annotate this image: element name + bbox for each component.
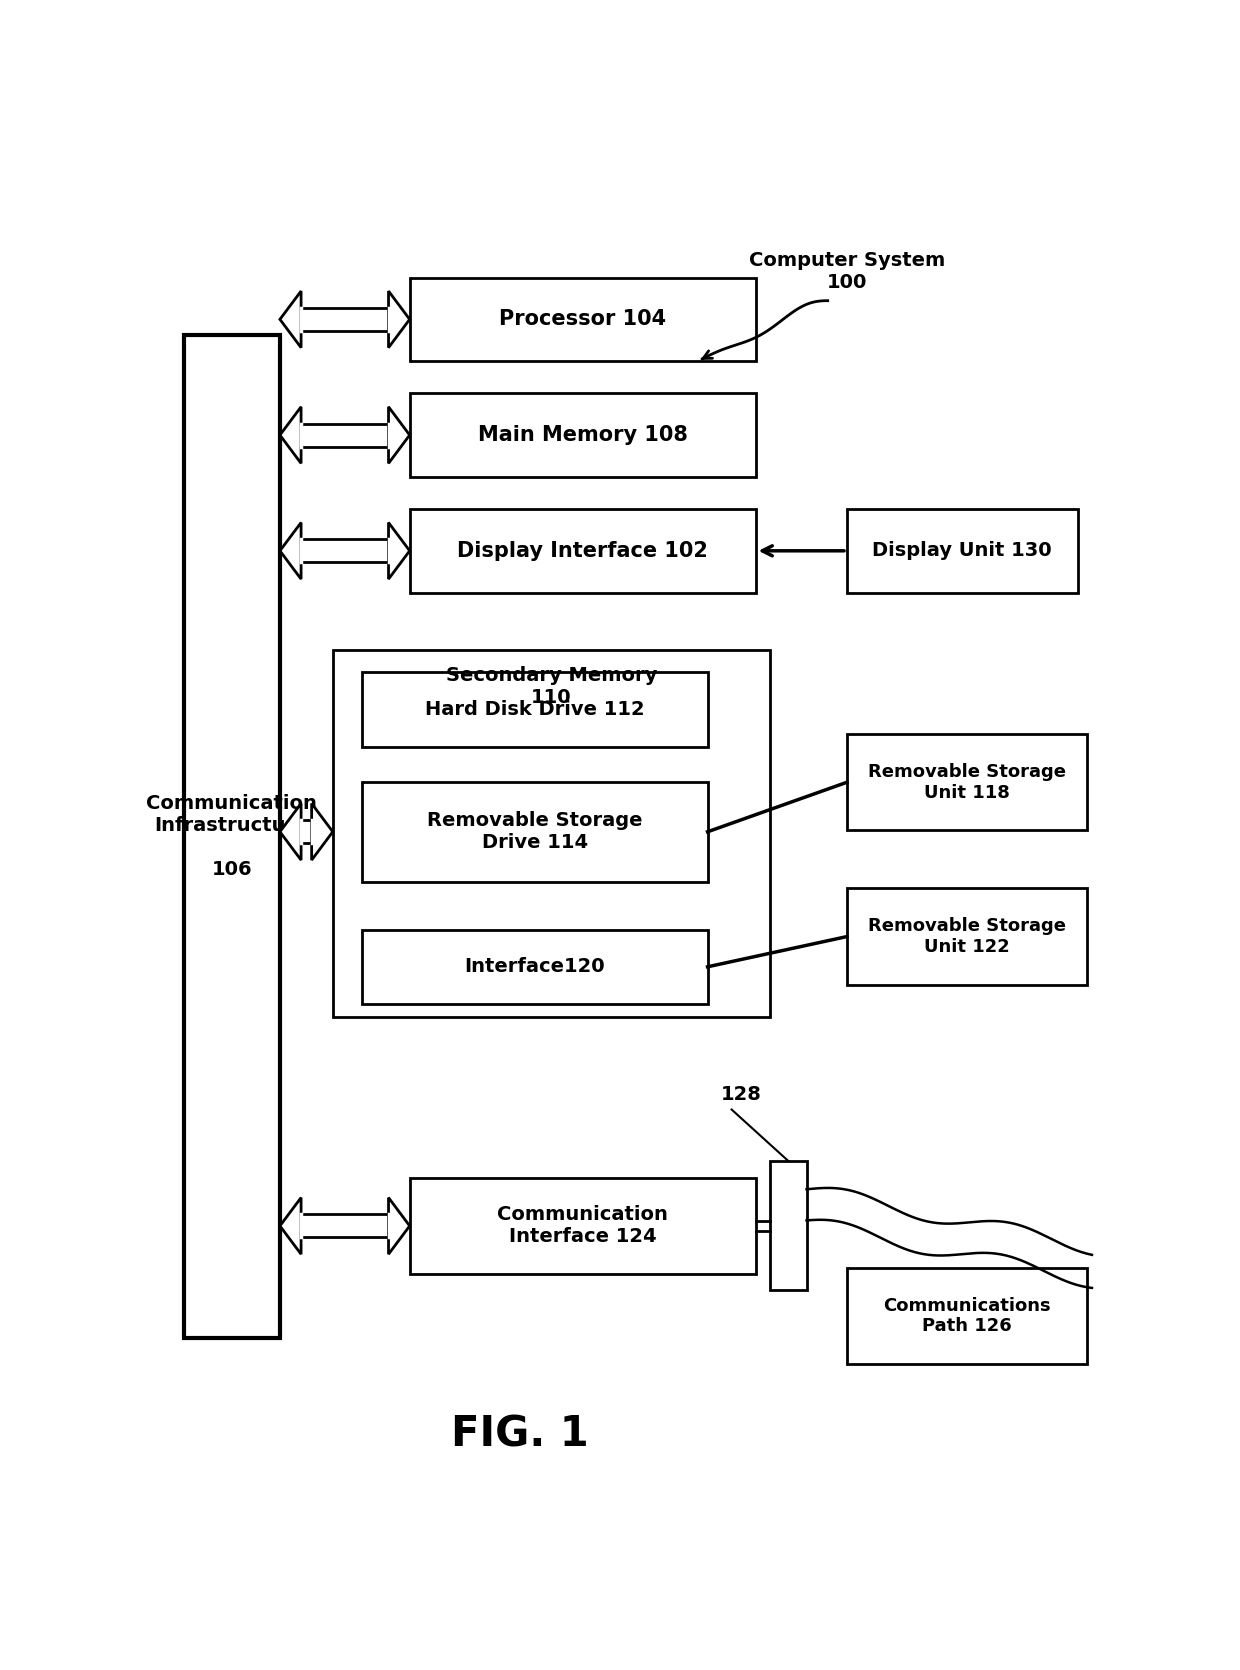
Bar [847, 1268, 1087, 1364]
Bar [301, 424, 388, 446]
Polygon shape [280, 803, 301, 860]
Polygon shape [280, 1197, 301, 1254]
Text: Communication
Infrastructure

106: Communication Infrastructure 106 [146, 795, 317, 880]
Polygon shape [388, 291, 409, 347]
Text: Computer System
100: Computer System 100 [749, 250, 945, 292]
Polygon shape [388, 523, 409, 579]
Text: Processor 104: Processor 104 [498, 309, 666, 329]
Text: Removable Storage
Unit 122: Removable Storage Unit 122 [868, 917, 1066, 955]
Text: Hard Disk Drive 112: Hard Disk Drive 112 [425, 700, 645, 720]
Bar [362, 673, 708, 746]
Bar [847, 888, 1087, 985]
Bar [409, 277, 755, 361]
Polygon shape [280, 291, 301, 347]
Text: 128: 128 [720, 1084, 761, 1104]
Text: Removable Storage
Drive 114: Removable Storage Drive 114 [427, 812, 642, 852]
Bar [332, 651, 770, 1017]
Bar [362, 930, 708, 1004]
Text: Main Memory 108: Main Memory 108 [477, 426, 688, 446]
Bar [301, 820, 311, 843]
Bar [184, 336, 280, 1338]
Bar [301, 1214, 388, 1237]
Polygon shape [280, 523, 301, 579]
Text: Removable Storage
Unit 118: Removable Storage Unit 118 [868, 763, 1066, 802]
Bar [409, 509, 755, 593]
Text: Communication
Interface 124: Communication Interface 124 [497, 1206, 668, 1246]
Text: FIG. 1: FIG. 1 [451, 1414, 589, 1456]
Polygon shape [280, 407, 301, 463]
Bar [301, 307, 388, 331]
Text: Secondary Memory
110: Secondary Memory 110 [445, 666, 657, 706]
Bar [409, 1177, 755, 1274]
Text: Display Unit 130: Display Unit 130 [873, 541, 1052, 561]
Bar [301, 539, 388, 563]
Bar [847, 509, 1078, 593]
Text: Communications
Path 126: Communications Path 126 [883, 1296, 1050, 1336]
Bar [409, 392, 755, 478]
Bar [847, 735, 1087, 830]
Polygon shape [388, 1197, 409, 1254]
Bar [362, 782, 708, 882]
Polygon shape [388, 407, 409, 463]
Bar [770, 1161, 806, 1289]
Text: Interface120: Interface120 [464, 957, 605, 977]
Text: Display Interface 102: Display Interface 102 [458, 541, 708, 561]
Polygon shape [311, 803, 332, 860]
